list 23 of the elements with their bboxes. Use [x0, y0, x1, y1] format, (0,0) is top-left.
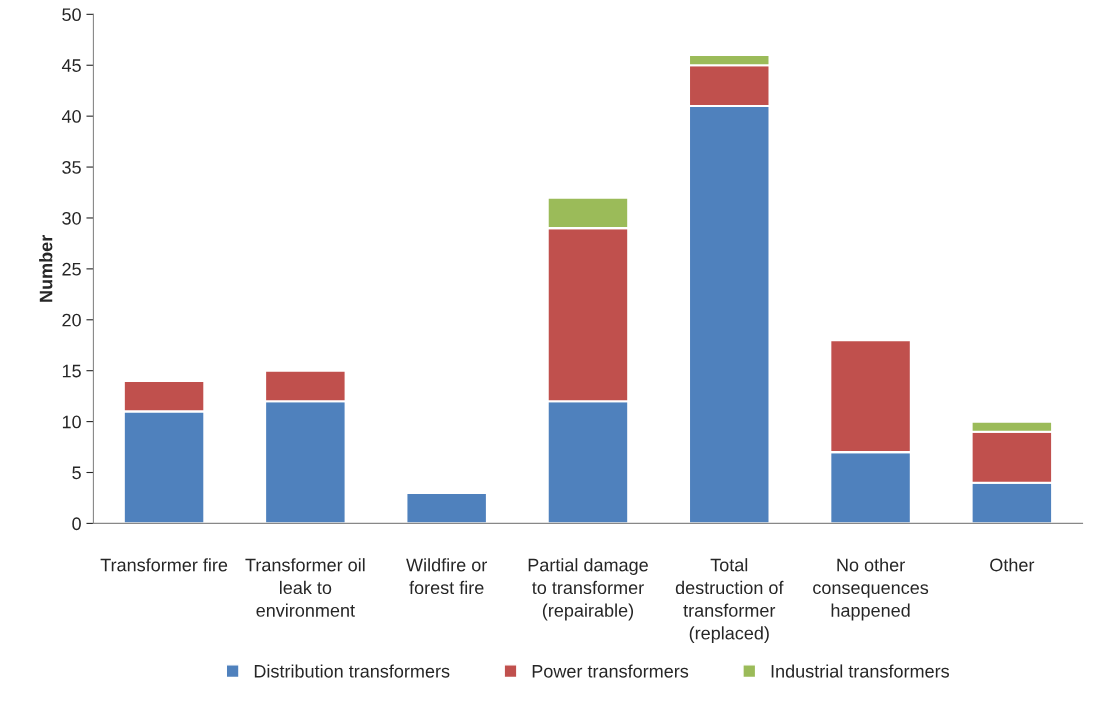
y-tick-label: 0 [72, 517, 81, 531]
x-tick-label: Transformer oil leak to environment [245, 558, 365, 617]
x-tick-label: Partial damage to transformer (repairable) [528, 558, 648, 621]
bar [405, 491, 488, 524]
legend-label: Power transformers [532, 664, 689, 678]
y-tick-label: 35 [62, 161, 81, 174]
y-tick-label: 30 [62, 211, 81, 225]
y-tick-label: 50 [62, 8, 81, 22]
y-tick-label: 25 [62, 262, 81, 276]
y-tick-label: 45 [61, 59, 81, 72]
y-tick-label: 5 [72, 466, 81, 480]
x-tick-label: No other consequences happened [813, 558, 929, 621]
y-tick-label: 40 [61, 110, 81, 123]
x-tick-label: Wildfire or forest fire [406, 558, 487, 595]
y-tick-label: 10 [62, 415, 81, 429]
legend-label: Industrial transformers [771, 664, 949, 678]
y-axis-title: Number [39, 235, 53, 302]
x-tick-label: Total destruction of transformer (replaced) [675, 558, 784, 644]
y-tick-label: 20 [62, 313, 81, 327]
x-tick-label: Other [990, 558, 1035, 572]
legend-label: Distribution transformers [254, 664, 450, 678]
y-tick-label: 15 [62, 364, 81, 378]
x-tick-label: Transformer fire [100, 558, 228, 572]
